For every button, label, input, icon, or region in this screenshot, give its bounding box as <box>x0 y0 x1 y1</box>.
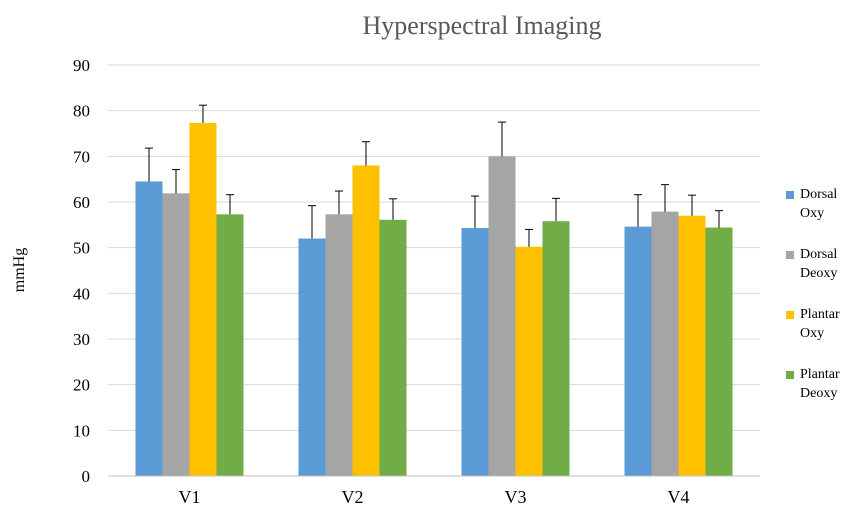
x-tick-label: V4 <box>668 487 690 507</box>
bar <box>542 221 570 476</box>
chart-title: Hyperspectral Imaging <box>363 11 602 40</box>
bar <box>488 156 516 477</box>
legend-label: Oxy <box>800 326 824 341</box>
x-tick-label: V1 <box>179 487 201 507</box>
bar <box>189 122 217 476</box>
legend-label: Oxy <box>800 206 824 221</box>
y-tick-label: 10 <box>73 421 90 440</box>
bar <box>216 214 244 476</box>
y-tick-label: 80 <box>73 102 90 121</box>
legend-label: Deoxy <box>800 386 837 401</box>
bar <box>678 215 706 476</box>
bar <box>624 226 652 476</box>
legend-label: Deoxy <box>800 266 837 281</box>
x-tick-label: V3 <box>505 487 527 507</box>
y-tick-label: 60 <box>73 193 90 212</box>
y-tick-label: 20 <box>73 376 90 395</box>
legend-swatch <box>786 191 794 199</box>
y-tick-label: 40 <box>73 284 90 303</box>
bars <box>135 122 733 477</box>
y-tick-label: 0 <box>82 467 91 486</box>
bar <box>705 227 733 476</box>
legend: Dorsal Oxy Dorsal Deoxy Plantar Oxy Plantar Deo… <box>786 187 840 401</box>
legend-swatch <box>786 311 794 319</box>
y-axis-label: mmHg <box>11 248 28 292</box>
legend-label: Dorsal <box>800 187 837 202</box>
bar <box>162 193 190 476</box>
legend-label: Dorsal <box>800 247 837 262</box>
legend-swatch <box>786 371 794 379</box>
legend-label: Plantar <box>800 367 840 382</box>
bar <box>515 246 543 476</box>
bar <box>352 165 380 476</box>
bar <box>379 219 407 476</box>
error-bars <box>145 104 723 247</box>
y-tick-label: 90 <box>73 56 90 75</box>
legend-swatch <box>786 251 794 259</box>
x-tick-labels: V1 V2 V3 V4 <box>179 487 690 507</box>
y-tick-label: 50 <box>73 239 90 258</box>
bar <box>461 228 489 476</box>
y-tick-labels: 0 10 20 30 40 50 60 70 80 90 <box>73 56 90 486</box>
y-tick-label: 70 <box>73 147 90 166</box>
legend-label: Plantar <box>800 307 840 322</box>
bar <box>651 211 679 476</box>
y-tick-label: 30 <box>73 330 90 349</box>
bar <box>325 214 353 476</box>
x-tick-label: V2 <box>342 487 364 507</box>
bar <box>135 181 163 476</box>
bar <box>298 238 326 476</box>
